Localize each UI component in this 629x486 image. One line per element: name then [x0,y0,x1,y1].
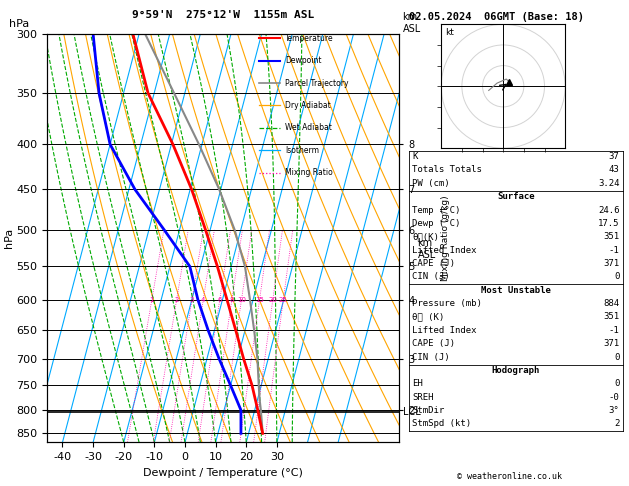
Text: StmSpd (kt): StmSpd (kt) [412,419,471,429]
Text: Temperature: Temperature [285,34,333,43]
Text: θᴄ (K): θᴄ (K) [412,312,444,322]
Text: 884: 884 [603,299,620,308]
Text: Dewp (°C): Dewp (°C) [412,219,460,228]
Text: Hodograph: Hodograph [492,366,540,375]
Text: 2: 2 [174,297,179,303]
Text: SREH: SREH [412,393,433,402]
Text: Temp (°C): Temp (°C) [412,206,460,215]
Text: 8: 8 [230,297,234,303]
Text: 351: 351 [603,312,620,322]
Text: LCL: LCL [403,407,421,417]
Text: 1: 1 [150,297,154,303]
Text: CIN (J): CIN (J) [412,353,450,362]
Text: Pressure (mb): Pressure (mb) [412,299,482,308]
Text: Mixing Ratio (g/kg): Mixing Ratio (g/kg) [441,195,450,281]
Text: 25: 25 [279,297,287,303]
Text: 15: 15 [255,297,264,303]
Text: StmDir: StmDir [412,406,444,415]
Text: km
ASL: km ASL [403,12,421,34]
Text: PW (cm): PW (cm) [412,179,450,188]
Text: 10: 10 [237,297,246,303]
Text: -0: -0 [609,393,620,402]
Text: Wet Adiabat: Wet Adiabat [285,123,332,132]
Text: K: K [412,152,418,161]
Text: 3°: 3° [609,406,620,415]
Text: 371: 371 [603,339,620,348]
Text: 3: 3 [190,297,194,303]
Text: 20: 20 [269,297,277,303]
Text: Surface: Surface [497,192,535,201]
X-axis label: Dewpoint / Temperature (°C): Dewpoint / Temperature (°C) [143,468,303,478]
Text: 02.05.2024  06GMT (Base: 18): 02.05.2024 06GMT (Base: 18) [409,12,584,22]
Text: CAPE (J): CAPE (J) [412,259,455,268]
Text: Most Unstable: Most Unstable [481,286,551,295]
Text: 371: 371 [603,259,620,268]
Text: hPa: hPa [9,19,30,30]
Text: Lifted Index: Lifted Index [412,326,477,335]
Text: © weatheronline.co.uk: © weatheronline.co.uk [457,472,562,481]
Text: 2: 2 [614,419,620,429]
Text: CAPE (J): CAPE (J) [412,339,455,348]
Y-axis label: km
ASL: km ASL [418,238,436,260]
Text: Dry Adiabat: Dry Adiabat [285,101,331,110]
Text: Lifted Index: Lifted Index [412,245,477,255]
Text: 9°59'N  275°12'W  1155m ASL: 9°59'N 275°12'W 1155m ASL [132,10,314,20]
Text: 4: 4 [201,297,206,303]
Text: 0: 0 [614,380,620,388]
Text: 37: 37 [609,152,620,161]
Text: -1: -1 [609,326,620,335]
Text: EH: EH [412,380,423,388]
Text: Isotherm: Isotherm [285,146,319,155]
Text: 0: 0 [614,272,620,281]
Text: kt: kt [445,28,454,36]
Text: 3.24: 3.24 [598,179,620,188]
Text: θᴄ(K): θᴄ(K) [412,232,439,242]
Text: 43: 43 [609,165,620,174]
Text: 6: 6 [218,297,222,303]
Text: -1: -1 [609,245,620,255]
Text: Dewpoint: Dewpoint [285,56,321,65]
Text: 351: 351 [603,232,620,242]
Text: 24.6: 24.6 [598,206,620,215]
Text: 0: 0 [614,353,620,362]
Y-axis label: hPa: hPa [4,228,14,248]
Text: Totals Totals: Totals Totals [412,165,482,174]
Text: Parcel Trajectory: Parcel Trajectory [285,79,348,87]
Text: Mixing Ratio: Mixing Ratio [285,168,333,177]
Text: CIN (J): CIN (J) [412,272,450,281]
Text: 17.5: 17.5 [598,219,620,228]
